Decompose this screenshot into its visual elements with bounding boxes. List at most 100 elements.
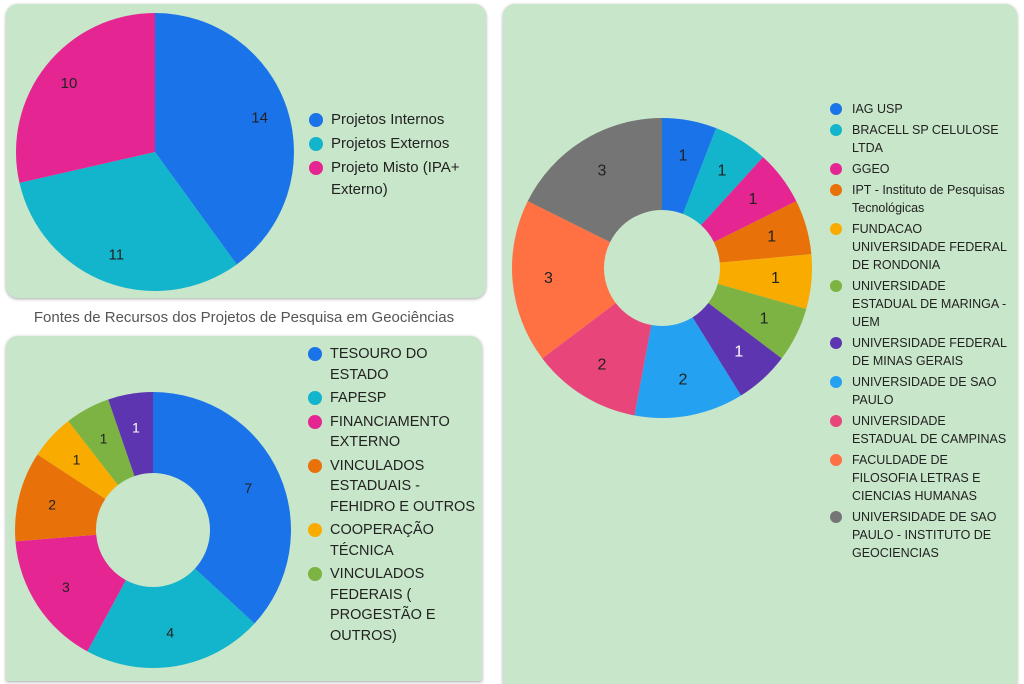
chart-legend: TESOURO DO ESTADO FAPESP FINANCIAMENTO EXT… — [308, 344, 478, 649]
legend-item-universidade-de-sao-paulo[interactable]: UNIVERSIDADE DE SAO PAULO — [830, 373, 1010, 409]
legend-label: Projetos Externos — [331, 135, 450, 152]
data-label: 3 — [598, 163, 607, 180]
legend-item-iag-usp[interactable]: IAG USP — [830, 100, 1010, 118]
legend-swatch — [830, 280, 842, 292]
data-label: 1 — [678, 147, 687, 164]
chart-title: Fontes de Recursos dos Projetos de Pesqu… — [33, 309, 455, 326]
legend-swatch — [308, 567, 322, 581]
legend-label: VINCULADOS ESTADUAIS - FEHIDRO E OUTROS — [330, 457, 476, 515]
slice-universidade-federal-de-minas-gerais[interactable] — [692, 302, 782, 396]
slice-universidade-de-sao-paulo-instituto-de-geociencias[interactable] — [527, 118, 662, 243]
slice-bracell-sp-celulose-ltda[interactable] — [682, 128, 764, 226]
slice-fapesp[interactable] — [87, 568, 255, 668]
legend-item-bracell-sp-celulose-ltda[interactable]: BRACELL SP CELULOSE LTDA — [830, 121, 1010, 157]
data-label: 3 — [544, 270, 553, 287]
chart-legend: IAG USP BRACELL SP CELULOSE LTDA GGEO IPT -… — [830, 100, 1010, 565]
slice-tesouro-do-estado[interactable] — [153, 392, 291, 624]
slice-universidade-estadual-de-maringa-uem[interactable] — [708, 283, 807, 359]
slice-projeto-misto-ipa-externo[interactable] — [15, 13, 155, 183]
legend-item-universidade-federal-de-minas-gerais[interactable]: UNIVERSIDADE FEDERAL DE MINAS GERAIS — [830, 334, 1010, 370]
legend-item-universidade-estadual-de-campinas[interactable]: UNIVERSIDADE ESTADUAL DE CAMPINAS — [830, 412, 1010, 448]
data-label: 1 — [734, 344, 743, 361]
slice-iag-usp[interactable] — [662, 118, 717, 214]
data-label: 2 — [48, 496, 56, 512]
slice-fundacao-universidade-federal-de-rondonia[interactable] — [717, 254, 812, 310]
slice-projetos-externos[interactable] — [19, 152, 237, 291]
data-label: 1 — [760, 310, 769, 327]
donut-chart-svg: 7 4 3 2 1 1 1 — [14, 392, 291, 668]
legend-label: FUNDACAO UNIVERSIDADE FEDERAL DE RONDONI… — [852, 222, 1007, 272]
legend-label: UNIVERSIDADE DE SAO PAULO - INSTITUTO DE… — [852, 510, 997, 560]
data-label: 2 — [678, 372, 687, 389]
legend-item-cooperacao-tecnica[interactable]: COOPERAÇÃO TÉCNICA — [308, 520, 478, 561]
legend-label: Projeto Misto (IPA+ Externo) — [331, 159, 460, 198]
legend-label: IAG USP — [852, 102, 903, 116]
slice-vinculados-estaduais-fehidro-e-outros[interactable] — [14, 454, 106, 542]
legend-swatch — [309, 137, 323, 151]
legend-swatch — [309, 113, 323, 127]
data-label: 1 — [771, 270, 780, 287]
legend-label: Projetos Internos — [331, 111, 445, 128]
legend-item-fapesp[interactable]: FAPESP — [308, 388, 478, 409]
slice-ggeo[interactable] — [701, 157, 797, 243]
legend-label: COOPERAÇÃO TÉCNICA — [330, 522, 434, 559]
legend-item-projetos-internos[interactable]: Projetos Internos — [309, 109, 484, 131]
legend-item-financiamento-externo[interactable]: FINANCIAMENTO EXTERNO — [308, 412, 478, 453]
legend-item-projetos-externos[interactable]: Projetos Externos — [309, 133, 484, 155]
legend-swatch — [830, 454, 842, 466]
legend-swatch — [308, 391, 322, 405]
legend-label: FACULDADE DE FILOSOFIA LETRAS E CIENCIAS… — [852, 453, 981, 503]
legend-label: BRACELL SP CELULOSE LTDA — [852, 123, 999, 155]
legend-label: FAPESP — [330, 390, 387, 406]
legend-swatch — [308, 347, 322, 361]
data-label: 1 — [132, 419, 140, 435]
slice-faculdade-de-filosofia-letras-e-ciencias-humanas[interactable] — [512, 201, 616, 359]
slice-universidade-estadual-de-campinas[interactable] — [542, 302, 652, 416]
chart-legend: Projetos Internos Projetos Externos Projet… — [309, 109, 484, 203]
legend-item-universidade-de-sao-paulo-instituto-de-geociencias[interactable]: UNIVERSIDADE DE SAO PAULO - INSTITUTO DE… — [830, 508, 1010, 562]
pie-chart-svg: 14 11 10 — [15, 13, 295, 291]
data-label: 10 — [61, 75, 78, 92]
data-label: 1 — [73, 452, 81, 468]
data-label: 2 — [598, 356, 607, 373]
legend-item-ggeo[interactable]: GGEO — [830, 160, 1010, 178]
legend-swatch — [830, 337, 842, 349]
data-label: 1 — [100, 431, 108, 447]
legend-item-ipt-instituto-de-pesquisas-tecnologicas[interactable]: IPT - Instituto de Pesquisas Tecnológica… — [830, 181, 1010, 217]
donut-chart-funding-sources: 7 4 3 2 1 1 1 TESOURO DO ESTADO FAPESP FINANCIAM… — [6, 336, 482, 681]
legend-label: UNIVERSIDADE ESTADUAL DE CAMPINAS — [852, 414, 1007, 446]
data-label: 14 — [251, 110, 268, 127]
legend-swatch — [830, 415, 842, 427]
legend-item-fundacao-universidade-federal-de-rondonia[interactable]: FUNDACAO UNIVERSIDADE FEDERAL DE RONDONI… — [830, 220, 1010, 274]
slice-vinculados-federais-progestao-e-outros[interactable] — [68, 399, 135, 486]
legend-item-tesouro-do-estado[interactable]: TESOURO DO ESTADO — [308, 344, 478, 385]
legend-swatch — [308, 523, 322, 537]
legend-label: FINANCIAMENTO EXTERNO — [330, 413, 450, 451]
legend-item-universidade-estadual-de-maringa-uem[interactable]: UNIVERSIDADE ESTADUAL DE MARINGA - UEM — [830, 277, 1010, 331]
data-label: 1 — [767, 228, 776, 245]
legend-swatch — [830, 184, 842, 196]
data-label: 3 — [62, 579, 70, 595]
legend-swatch — [309, 161, 323, 175]
legend-label: UNIVERSIDADE FEDERAL DE MINAS GERAIS — [852, 336, 1007, 368]
data-label: 1 — [749, 191, 758, 208]
legend-item-vinculados-estaduais-fehidro-e-outros[interactable]: VINCULADOS ESTADUAIS - FEHIDRO E OUTROS — [308, 456, 478, 518]
legend-swatch — [830, 511, 842, 523]
slice-cooperacao-tecnica[interactable] — [37, 421, 118, 499]
slice-universidade-de-sao-paulo[interactable] — [634, 317, 741, 418]
legend-swatch — [830, 376, 842, 388]
legend-label: GGEO — [852, 162, 890, 176]
legend-swatch — [308, 414, 322, 429]
slice-financiamento-externo[interactable] — [15, 534, 126, 652]
slice-ipt-instituto-de-pesquisas-tecnologicas[interactable] — [713, 201, 812, 263]
legend-item-faculdade-de-filosofia-letras-e-ciencias-humanas[interactable]: FACULDADE DE FILOSOFIA LETRAS E CIENCIAS… — [830, 451, 1010, 505]
legend-item-vinculados-federais-progestao-e-outros[interactable]: VINCULADOS FEDERAIS ( PROGESTÃO E OUTROS… — [308, 564, 478, 646]
legend-item-projeto-misto-ipa-externo[interactable]: Projeto Misto (IPA+ Externo) — [309, 157, 484, 201]
data-label: 11 — [109, 246, 125, 263]
slice-item-7[interactable] — [108, 392, 153, 477]
legend-label: UNIVERSIDADE ESTADUAL DE MARINGA - UEM — [852, 279, 1007, 329]
slice-projetos-internos[interactable] — [155, 13, 295, 265]
pie-chart-project-types: 14 11 10 Projetos Internos Projetos Externo… — [6, 4, 486, 298]
